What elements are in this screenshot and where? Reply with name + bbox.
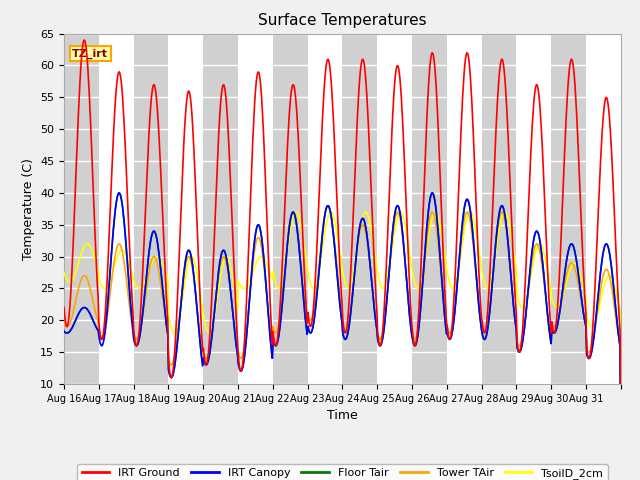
Title: Surface Temperatures: Surface Temperatures bbox=[258, 13, 427, 28]
Bar bbox=[447, 34, 481, 384]
Bar bbox=[134, 34, 168, 384]
Bar bbox=[586, 34, 621, 384]
Text: TZ_irt: TZ_irt bbox=[72, 48, 108, 59]
Bar bbox=[342, 34, 377, 384]
Legend: IRT Ground, IRT Canopy, Floor Tair, Tower TAir, TsoilD_2cm: IRT Ground, IRT Canopy, Floor Tair, Towe… bbox=[77, 464, 607, 480]
Bar bbox=[273, 34, 308, 384]
Bar bbox=[377, 34, 412, 384]
Bar bbox=[516, 34, 551, 384]
Bar bbox=[64, 34, 99, 384]
Y-axis label: Temperature (C): Temperature (C) bbox=[22, 158, 35, 260]
Bar bbox=[168, 34, 204, 384]
Bar bbox=[412, 34, 447, 384]
Bar bbox=[551, 34, 586, 384]
Bar bbox=[481, 34, 516, 384]
X-axis label: Time: Time bbox=[327, 409, 358, 422]
Bar bbox=[308, 34, 342, 384]
Bar bbox=[204, 34, 238, 384]
Bar bbox=[238, 34, 273, 384]
Bar bbox=[99, 34, 134, 384]
